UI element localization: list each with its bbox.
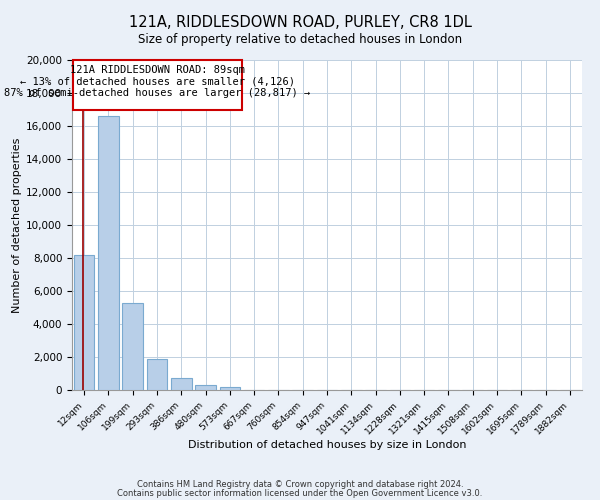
- Bar: [195, 386, 216, 390]
- FancyBboxPatch shape: [73, 60, 242, 110]
- Bar: [122, 302, 143, 390]
- Text: 121A RIDDLESDOWN ROAD: 89sqm
← 13% of detached houses are smaller (4,126)
87% of: 121A RIDDLESDOWN ROAD: 89sqm ← 13% of de…: [4, 65, 311, 98]
- Bar: [220, 386, 240, 390]
- Bar: [171, 378, 191, 390]
- Y-axis label: Number of detached properties: Number of detached properties: [12, 138, 22, 312]
- Text: Contains HM Land Registry data © Crown copyright and database right 2024.: Contains HM Land Registry data © Crown c…: [137, 480, 463, 489]
- Bar: [146, 360, 167, 390]
- Text: Contains public sector information licensed under the Open Government Licence v3: Contains public sector information licen…: [118, 489, 482, 498]
- Bar: [98, 116, 119, 390]
- X-axis label: Distribution of detached houses by size in London: Distribution of detached houses by size …: [188, 440, 466, 450]
- Text: 121A, RIDDLESDOWN ROAD, PURLEY, CR8 1DL: 121A, RIDDLESDOWN ROAD, PURLEY, CR8 1DL: [128, 15, 472, 30]
- Text: Size of property relative to detached houses in London: Size of property relative to detached ho…: [138, 32, 462, 46]
- Bar: [74, 254, 94, 390]
